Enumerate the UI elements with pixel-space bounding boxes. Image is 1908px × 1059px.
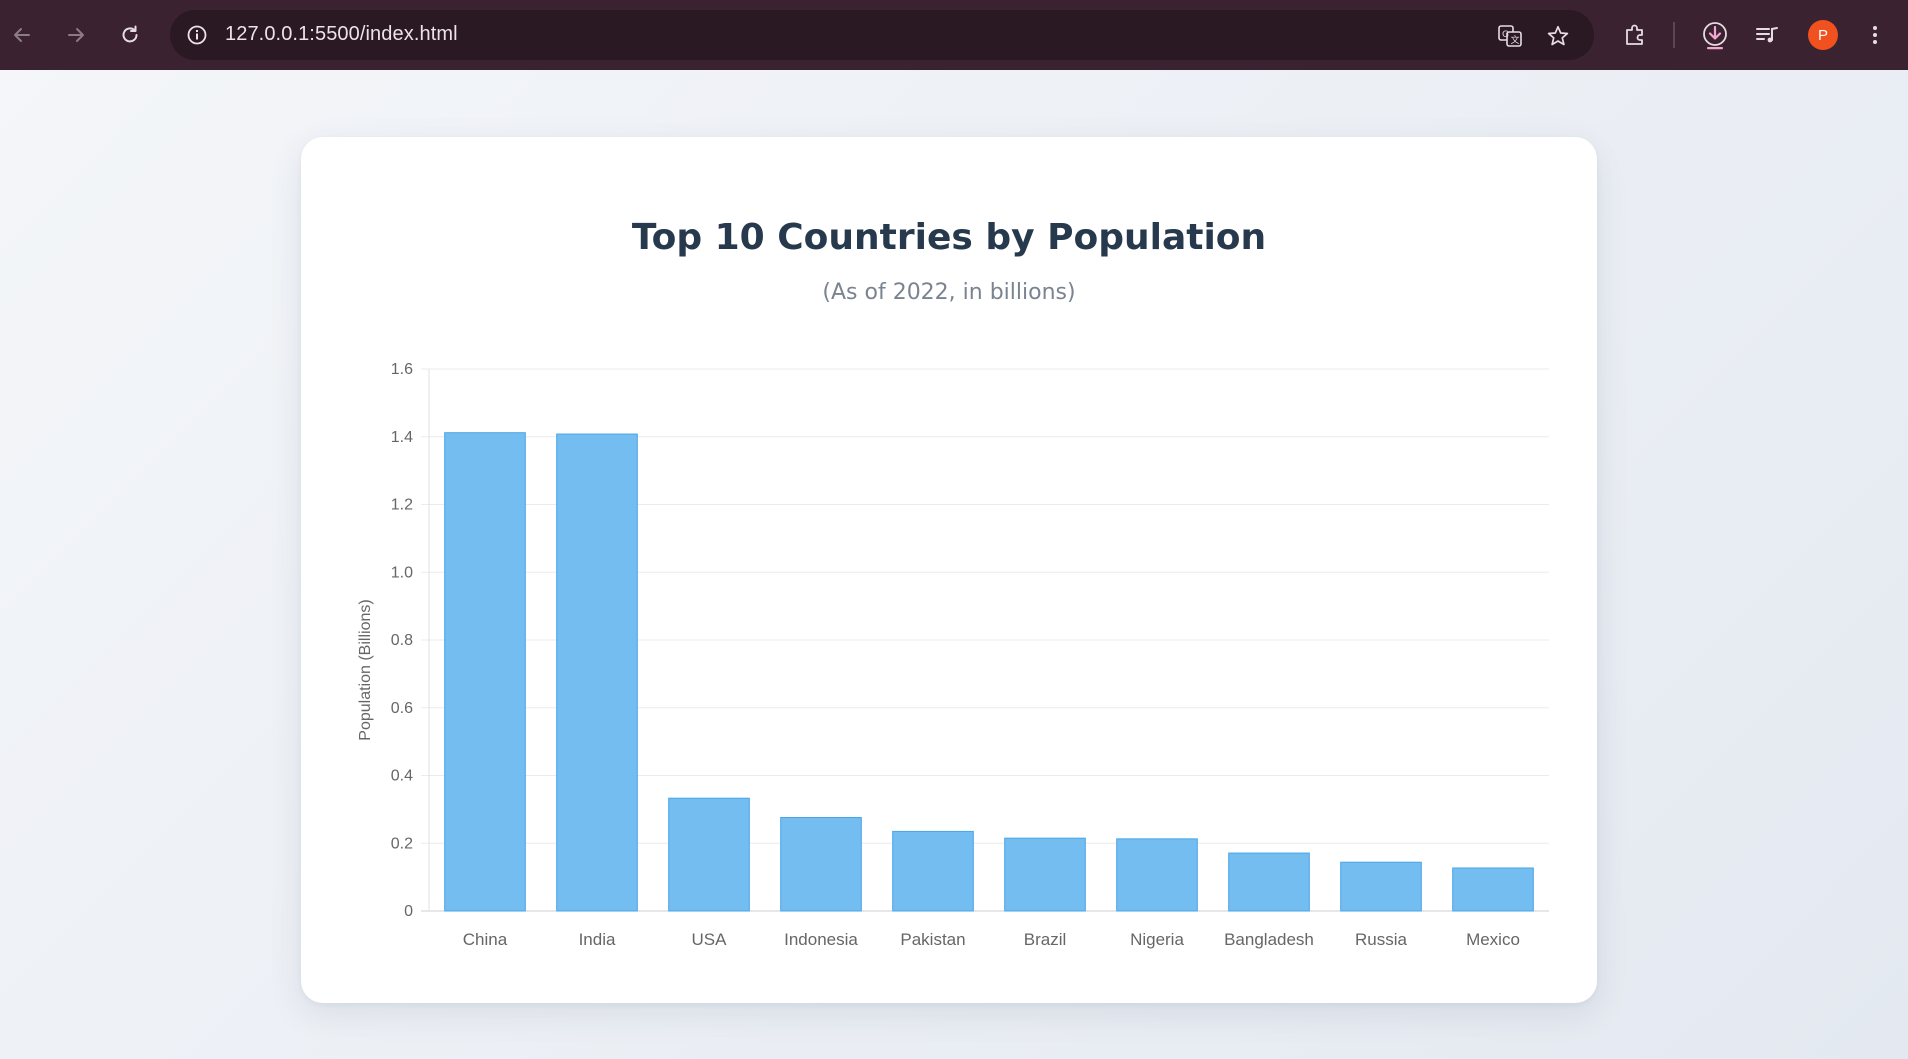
y-tick-label: 0.2 (391, 835, 413, 852)
forward-button[interactable] (59, 18, 93, 52)
y-tick-label: 0.4 (391, 768, 413, 785)
bar-indonesia[interactable] (780, 817, 862, 912)
translate-icon: G 文 (1498, 25, 1522, 47)
chart-card: Top 10 Countries by Population (As of 20… (301, 137, 1597, 1003)
info-icon (187, 25, 207, 45)
translate-button[interactable]: G 文 (1496, 22, 1524, 50)
downloads-button[interactable] (1698, 18, 1732, 52)
x-tick-label: Indonesia (784, 930, 858, 949)
y-axis-label: Population (Billions) (357, 599, 374, 740)
bar-china[interactable] (444, 432, 526, 912)
bookmark-button[interactable] (1544, 22, 1572, 50)
x-tick-label: Brazil (1024, 930, 1067, 949)
x-tick-label: Nigeria (1130, 930, 1184, 949)
y-tick-label: 0.6 (391, 700, 413, 717)
profile-avatar[interactable]: P (1808, 20, 1838, 50)
bar-india[interactable] (556, 433, 638, 912)
bar-usa[interactable] (668, 797, 750, 912)
bar-russia[interactable] (1340, 861, 1422, 912)
x-tick-label: India (579, 930, 616, 949)
extensions-button[interactable] (1618, 18, 1652, 52)
reload-icon (122, 25, 138, 43)
y-tick-label: 1.0 (391, 564, 413, 581)
media-controls-button[interactable] (1750, 18, 1784, 52)
x-tick-label: Bangladesh (1224, 930, 1314, 949)
star-icon (1547, 25, 1569, 46)
axes: 0 0.2 0.4 0.6 0.8 1.0 1.2 1.4 1.6 China India USA In… (391, 361, 1520, 949)
chart-subtitle: (As of 2022, in billions) (822, 280, 1076, 305)
menu-button[interactable] (1858, 18, 1892, 52)
svg-text:文: 文 (1511, 34, 1520, 46)
chart-title: Top 10 Countries by Population (631, 217, 1267, 258)
bar-mexico[interactable] (1452, 867, 1534, 912)
bar-pakistan[interactable] (892, 830, 974, 912)
forward-arrow-icon (68, 28, 84, 42)
download-icon (1703, 22, 1727, 50)
url-text[interactable]: 127.0.0.1:5500/index.html (225, 23, 458, 45)
back-button[interactable] (5, 18, 39, 52)
x-tick-label: Russia (1355, 930, 1408, 949)
bar-brazil[interactable] (1004, 837, 1086, 912)
bar-bangladesh[interactable] (1228, 852, 1310, 912)
y-tick-label: 0.8 (391, 632, 413, 649)
bar-series (444, 432, 1534, 912)
bar-nigeria[interactable] (1116, 838, 1198, 912)
y-tick-label: 1.6 (391, 361, 413, 378)
toolbar-divider (1673, 22, 1675, 48)
back-arrow-icon (14, 28, 30, 42)
more-vertical-icon (1873, 26, 1877, 44)
y-tick-label: 0 (404, 903, 413, 920)
bar-chart: 0 0.2 0.4 0.6 0.8 1.0 1.2 1.4 1.6 China India USA In… (357, 361, 1549, 949)
y-tick-label: 1.2 (391, 497, 413, 514)
x-tick-label: Mexico (1466, 930, 1520, 949)
playlist-music-icon (1756, 27, 1778, 43)
puzzle-icon (1626, 24, 1643, 45)
address-bar[interactable]: 127.0.0.1:5500/index.html G 文 (170, 10, 1594, 60)
svg-text:G: G (1502, 30, 1509, 40)
x-tick-label: USA (692, 930, 728, 949)
x-tick-label: Pakistan (900, 930, 965, 949)
site-info-button[interactable] (184, 22, 210, 48)
browser-toolbar: 127.0.0.1:5500/index.html G 文 (0, 0, 1908, 70)
x-tick-label: China (463, 930, 508, 949)
reload-button[interactable] (113, 18, 147, 52)
y-tick-label: 1.4 (391, 429, 413, 446)
